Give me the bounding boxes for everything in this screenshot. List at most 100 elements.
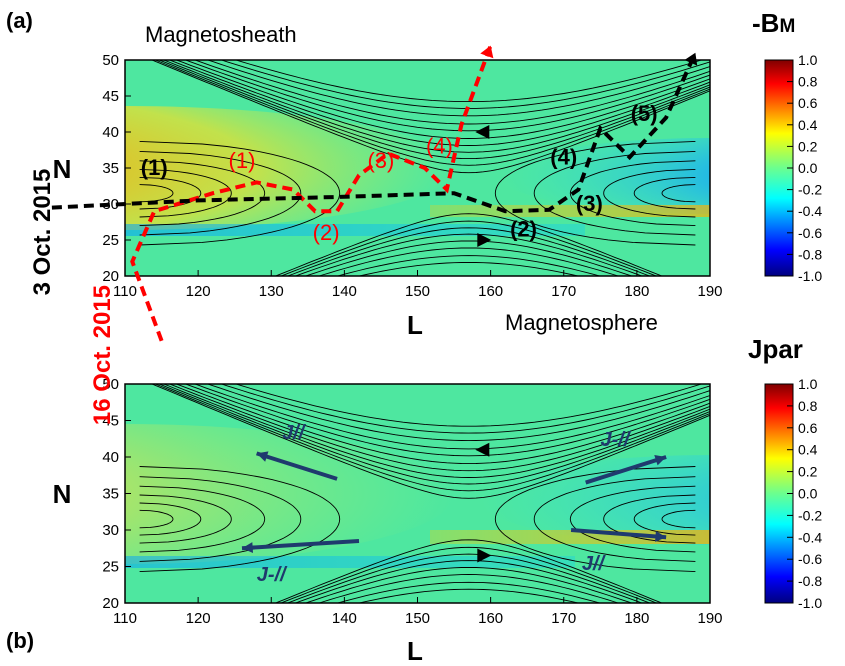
x-axis-label-b: L xyxy=(407,636,423,666)
tracks-a: (1) (2) (3) (4) (1) (2) (3) (4) (5) xyxy=(51,44,698,342)
y-axis-label-b: N xyxy=(53,479,72,509)
closed-field-line xyxy=(633,502,696,536)
closed-field-line xyxy=(603,168,696,218)
closed-field-line xyxy=(569,160,696,227)
track-point-label: (4) xyxy=(550,144,577,169)
field-line xyxy=(162,60,710,153)
axes-b: 110 120 130 140 150 160 170 180 190 20 25 30 35 40 45 5… xyxy=(102,376,722,627)
closed-field-line xyxy=(569,485,696,553)
colorbar-tick-label: -0.2 xyxy=(798,507,822,523)
colorbar-tick-label: -0.6 xyxy=(798,225,822,241)
y-tick-label: 25 xyxy=(102,232,119,249)
field-line xyxy=(304,240,634,276)
current-arrowhead xyxy=(654,455,667,466)
current-arrow xyxy=(585,455,667,485)
panel-label-b: (b) xyxy=(6,628,34,653)
field-line xyxy=(175,60,710,139)
x-tick-label: 190 xyxy=(697,610,722,627)
track-point-label: (4) xyxy=(426,134,453,159)
field-line xyxy=(294,233,644,276)
field-line xyxy=(234,384,703,427)
colorbar-tick-label: 0.6 xyxy=(798,95,818,111)
closed-field-line xyxy=(533,150,696,236)
y-tick-label: 35 xyxy=(102,486,119,503)
track-point-label: (3) xyxy=(367,148,394,173)
field-line xyxy=(294,560,644,603)
colorbar-label-a: -BM xyxy=(752,8,795,38)
y-tick-label: 40 xyxy=(102,449,119,466)
colorbar-tick-label: 0.4 xyxy=(798,117,818,133)
track-arrowhead xyxy=(684,52,698,66)
event-label-3oct: 3 Oct. 2015 xyxy=(29,169,56,296)
current-labels-b: J// J-// J-// J// xyxy=(257,422,632,586)
closed-field-line xyxy=(139,160,266,227)
current-arrows-b xyxy=(241,451,667,554)
panel-a: 110 120 130 140 150 160 170 180 190 20 25 30 35 40 45 5… xyxy=(6,8,822,342)
current-label: J-// xyxy=(257,564,288,586)
colorbar-tick-label: 1.0 xyxy=(798,52,818,68)
track-point-label: (1) xyxy=(141,155,168,180)
x-tick-label: 180 xyxy=(624,283,649,300)
closed-field-line xyxy=(139,494,232,544)
x-tick-label: 110 xyxy=(113,283,137,300)
field-line xyxy=(206,384,710,442)
x-tick-label: 140 xyxy=(332,610,357,627)
track-point-label: (2) xyxy=(510,216,537,241)
field-line xyxy=(286,227,651,276)
y-tick-label: 20 xyxy=(102,268,119,285)
field-line xyxy=(154,60,710,166)
y-tick-label: 50 xyxy=(102,52,119,69)
track-3-oct xyxy=(51,51,698,214)
region-label-magnetosphere: Magnetosphere xyxy=(505,310,658,335)
flow-arrowhead xyxy=(477,233,492,247)
y-tick-label: 30 xyxy=(102,522,119,539)
panel-label-a: (a) xyxy=(6,8,33,33)
colorbar-tick-label: -1.0 xyxy=(798,268,822,284)
colorbar-tick-label: -0.8 xyxy=(798,246,822,262)
current-arrowhead xyxy=(256,451,269,462)
colorbar-tick-label: -0.6 xyxy=(798,551,822,567)
field-line xyxy=(168,60,710,146)
closed-field-line xyxy=(139,466,341,573)
closed-field-line xyxy=(139,485,266,553)
colorbar-tick-label: 1.0 xyxy=(798,376,818,392)
colorbar-tick-label: 0.6 xyxy=(798,420,818,436)
track-16-oct xyxy=(130,44,493,342)
y-tick-label: 50 xyxy=(102,376,119,393)
y-axis-label-a: N xyxy=(53,154,72,184)
field-line xyxy=(286,553,651,603)
y-tick-label: 25 xyxy=(102,559,119,576)
x-tick-label: 150 xyxy=(405,283,430,300)
field-line xyxy=(150,384,710,499)
closed-field-line xyxy=(494,466,696,573)
field-line xyxy=(234,60,703,103)
heatmap-a xyxy=(125,60,710,276)
field-line xyxy=(357,588,580,603)
x-tick-label: 180 xyxy=(624,610,649,627)
colorbar-tick-label: 0.0 xyxy=(798,486,818,502)
flow-arrows-b xyxy=(475,442,492,563)
axes-a: 110 120 130 140 150 160 170 180 190 20 25 30 35 40 45 5… xyxy=(102,52,722,300)
closed-field-line xyxy=(139,184,174,203)
x-tick-label: 120 xyxy=(186,610,211,627)
field-line xyxy=(336,255,602,276)
field-line xyxy=(154,384,710,492)
x-tick-label: 160 xyxy=(478,610,503,627)
colorbar-tick-label: -0.2 xyxy=(798,182,822,198)
field-line xyxy=(175,384,710,465)
current-arrow xyxy=(241,538,360,551)
heatmap-b xyxy=(125,384,710,603)
colorbar-tick-label: -0.8 xyxy=(798,573,822,589)
y-tick-label: 45 xyxy=(102,88,119,105)
closed-field-line xyxy=(139,176,202,210)
field-line xyxy=(279,546,658,603)
flow-arrowhead xyxy=(477,548,492,563)
field-line xyxy=(168,384,710,472)
field-line xyxy=(162,384,710,478)
field-line xyxy=(357,261,580,276)
field-line xyxy=(206,60,710,117)
current-arrow xyxy=(570,528,667,540)
track-point-label: (1) xyxy=(229,148,256,173)
y-tick-label: 30 xyxy=(102,196,119,213)
closed-field-line xyxy=(494,140,696,246)
